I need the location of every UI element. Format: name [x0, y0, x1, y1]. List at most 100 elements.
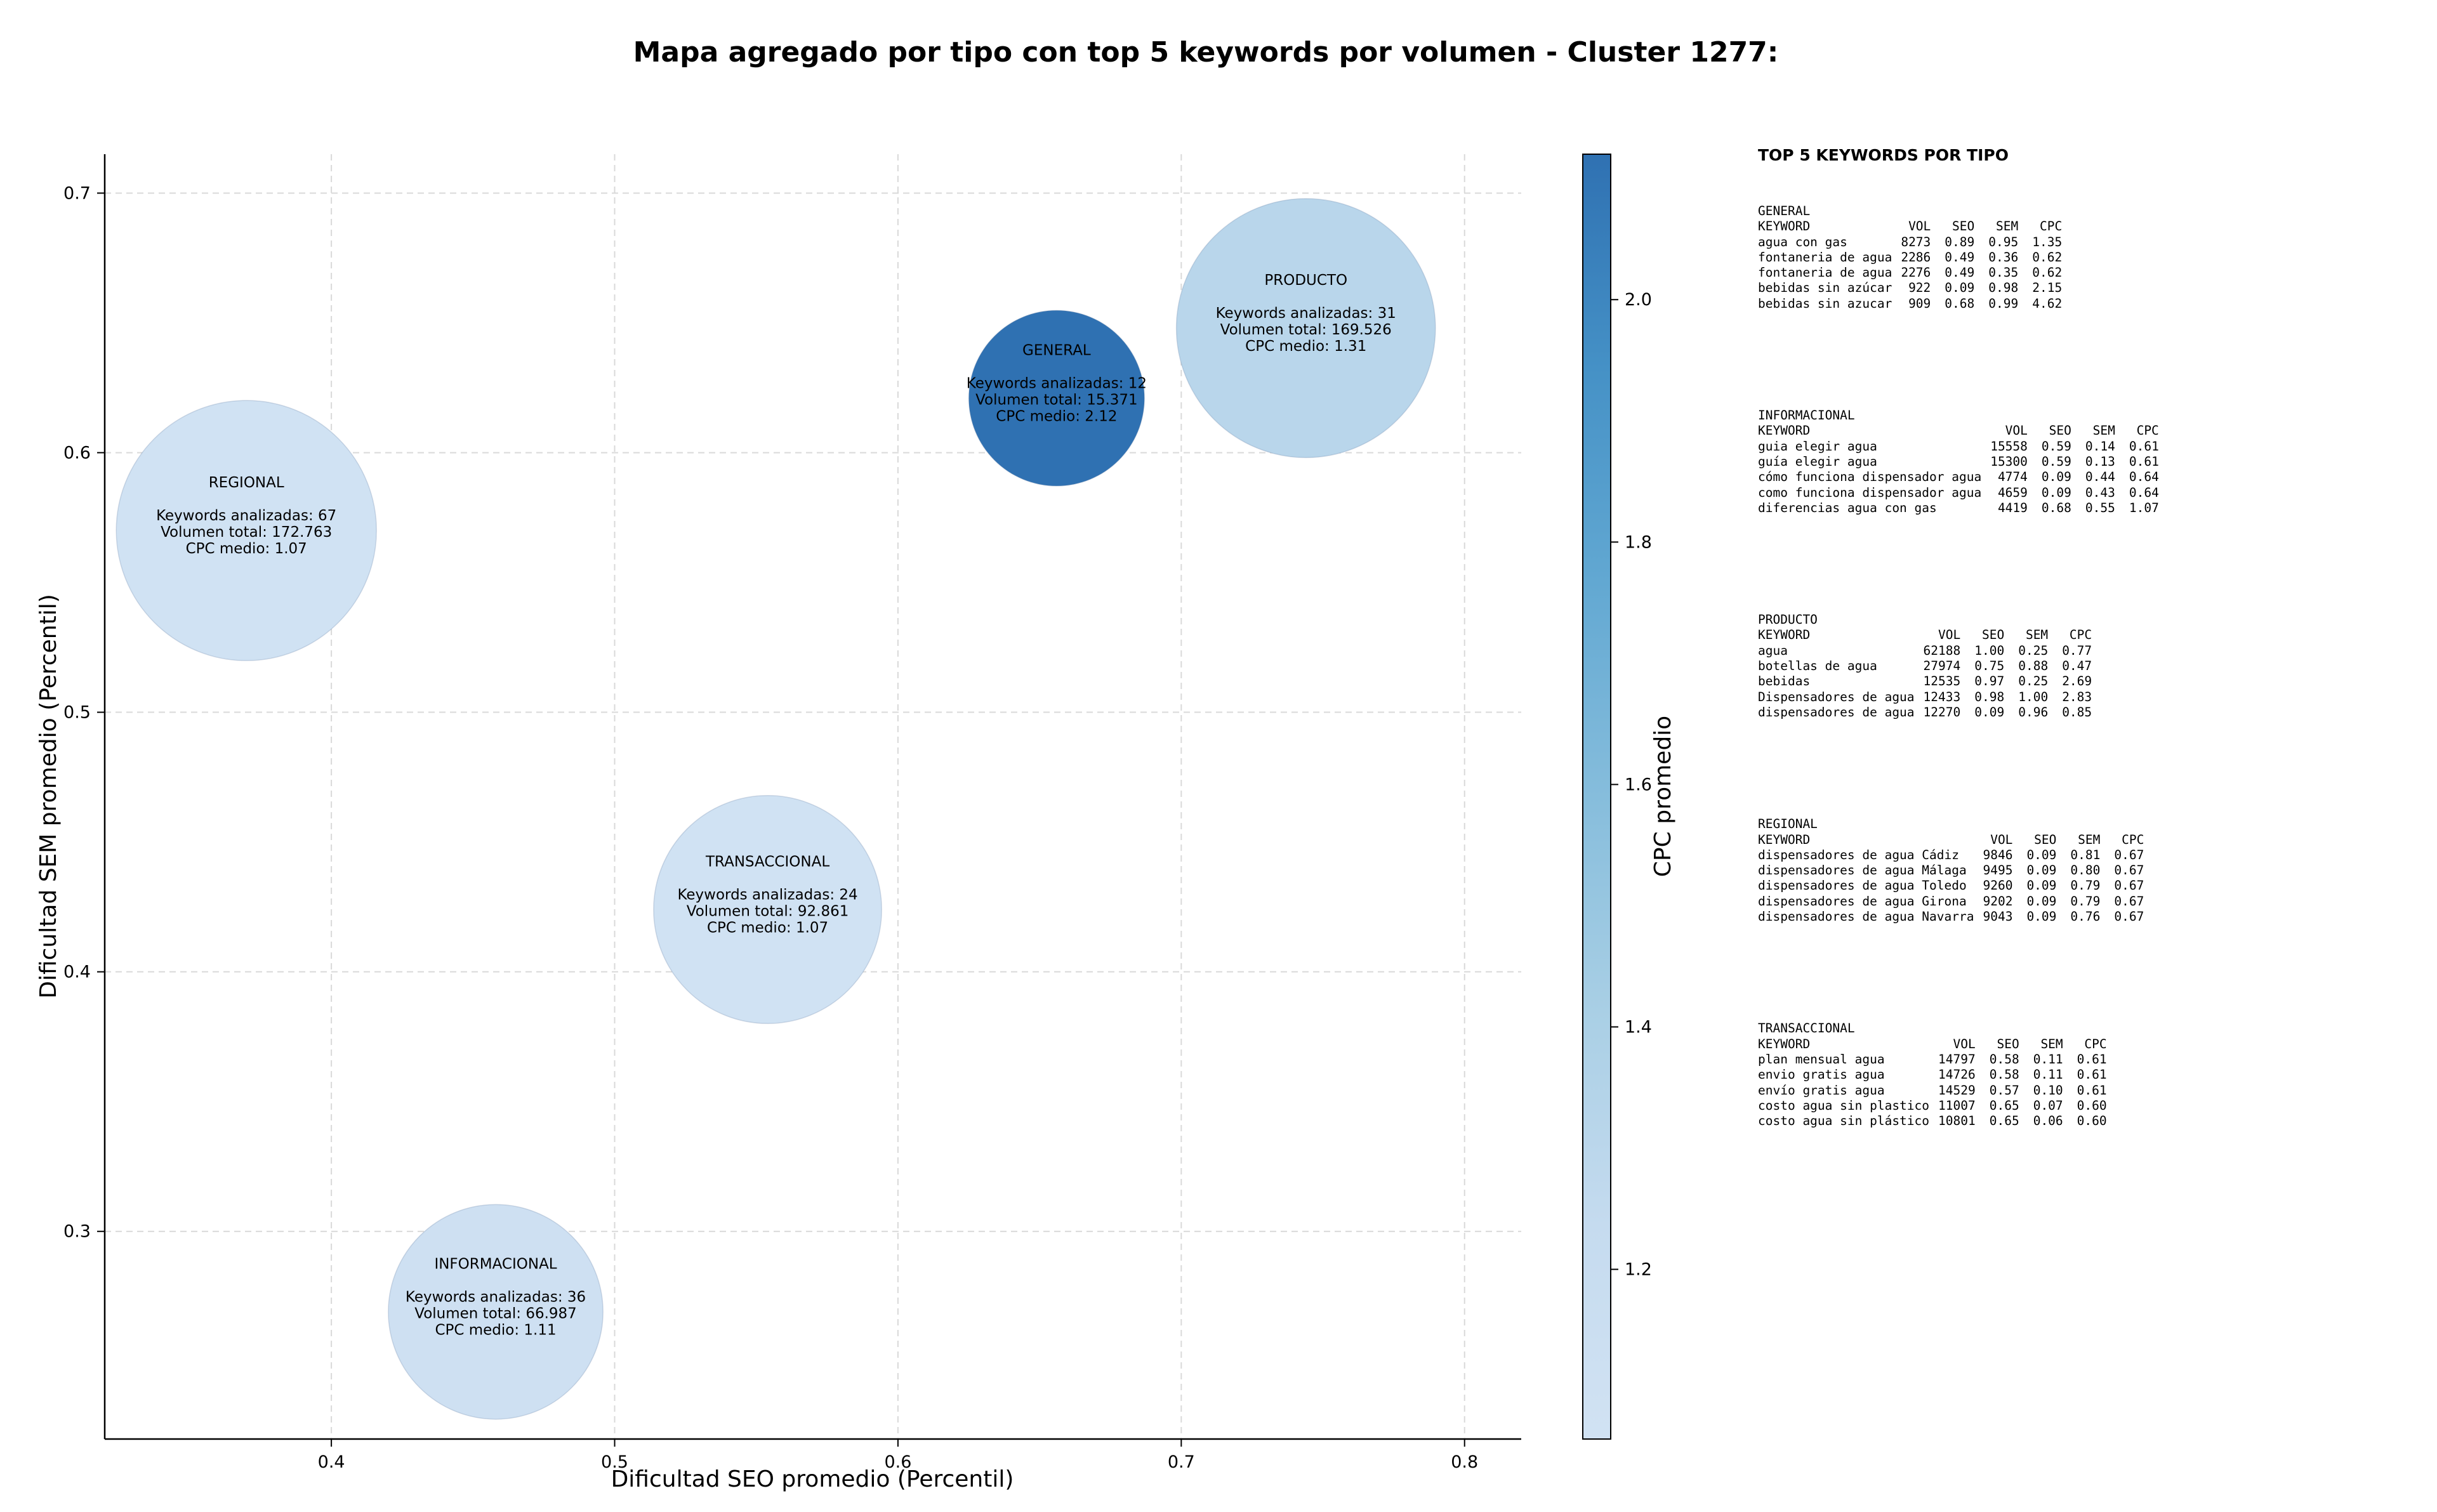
x-axis-label: Dificultad SEO promedio (Percentil) — [611, 1466, 1014, 1492]
cell-keyword: costo agua sin plastico — [1758, 1098, 1930, 1113]
table-row: como funciona dispensador agua 4659 0.09 0.… — [1758, 485, 2159, 501]
bubble-info-label: Keywords analizadas: 31 — [1216, 305, 1396, 322]
cell-vol: 9202 — [1983, 893, 2013, 909]
y-axis-label: Dificultad SEM promedio (Percentil) — [36, 594, 62, 999]
table-row: dispensadores de agua 12270 0.09 0.96 0.85 — [1758, 705, 2092, 720]
header-cpc: CPC — [2084, 1036, 2107, 1051]
cell-keyword: cómo funciona dispensador agua — [1758, 470, 1982, 485]
table-row: agua con gas 8273 0.89 0.95 1.35 — [1758, 235, 2062, 250]
header-seo: SEO — [1952, 219, 1975, 234]
bubble-info-label: Keywords analizadas: 24 — [677, 886, 857, 903]
cell-sem: 0.88 — [2018, 659, 2049, 674]
table-row: envío gratis agua 14529 0.57 0.10 0.61 — [1758, 1083, 2107, 1098]
y-tick-label: 0.5 — [63, 703, 91, 723]
table-row: diferencias agua con gas 4419 0.68 0.55 1.07 — [1758, 501, 2159, 516]
cell-cpc: 0.64 — [2129, 485, 2159, 500]
table-row: plan mensual agua 14797 0.58 0.11 0.61 — [1758, 1052, 2107, 1067]
bubble-info-label: Keywords analizadas: 36 — [406, 1289, 586, 1306]
cell-vol: 15558 — [1990, 438, 2028, 454]
cell-keyword: guía elegir agua — [1758, 454, 1877, 469]
keyword-group-informacional: INFORMACIONAL KEYWORD VOL SEO SEM CPC guia ele… — [1758, 408, 2418, 516]
table-row: dispensadores de agua Málaga 9495 0.09 0.80… — [1758, 863, 2144, 878]
cell-seo: 0.49 — [1945, 265, 1975, 280]
cell-sem: 1.00 — [2018, 689, 2049, 704]
cell-seo: 0.98 — [1974, 689, 2005, 704]
table-row: bebidas sin azúcar 922 0.09 0.98 2.15 — [1758, 280, 2062, 296]
cell-seo: 0.59 — [2041, 438, 2071, 454]
cell-sem: 0.96 — [2018, 704, 2049, 720]
keyword-group-regional: REGIONAL KEYWORD VOL SEO SEM CPC dispensadores… — [1758, 817, 2418, 924]
cell-sem: 0.99 — [1988, 296, 2019, 311]
cell-seo: 0.59 — [2041, 454, 2071, 469]
table-row: costo agua sin plástico 10801 0.65 0.06 0.60 — [1758, 1114, 2107, 1129]
cell-vol: 4659 — [1997, 485, 2028, 500]
colorbar-tick-label: 1.6 — [1625, 775, 1652, 794]
cell-seo: 1.00 — [1974, 643, 2005, 658]
bubble-circle — [388, 1204, 604, 1420]
keyword-group-producto: PRODUCTO KEYWORD VOL SEO SEM CPC agua 62188 1.00… — [1758, 612, 2418, 720]
grid — [105, 154, 1521, 1439]
cell-cpc: 2.15 — [2032, 280, 2063, 296]
cell-keyword: bebidas sin azucar — [1758, 296, 1892, 311]
cell-vol: 14797 — [1938, 1051, 1976, 1067]
cell-seo: 0.09 — [2026, 878, 2057, 893]
colorbar-tick-label: 1.2 — [1625, 1260, 1652, 1280]
bubble-circle — [653, 795, 882, 1024]
keyword-group-general: GENERAL KEYWORD VOL SEO SEM CPC agua con gas 82… — [1758, 204, 2418, 312]
cell-cpc: 1.35 — [2032, 234, 2063, 249]
x-tick-label: 0.4 — [318, 1452, 345, 1472]
cell-cpc: 0.61 — [2077, 1051, 2107, 1067]
header-sem: SEM — [2092, 423, 2115, 438]
cell-keyword: guia elegir agua — [1758, 438, 1877, 454]
bubble-transaccional: TRANSACCIONAL Keywords analizadas: 24Volu… — [653, 795, 882, 1024]
cell-cpc: 2.69 — [2062, 674, 2092, 689]
cell-sem: 0.11 — [2033, 1067, 2063, 1082]
cell-vol: 9495 — [1983, 863, 2013, 878]
table-row: guía elegir agua 15300 0.59 0.13 0.61 — [1758, 454, 2159, 470]
cell-cpc: 0.61 — [2077, 1082, 2107, 1098]
cell-sem: 0.14 — [2085, 438, 2115, 454]
cell-sem: 0.55 — [2085, 500, 2115, 515]
header-sem: SEM — [2025, 628, 2049, 643]
cell-cpc: 0.60 — [2077, 1114, 2107, 1129]
keywords-panel: TOP 5 KEYWORDS POR TIPO GENERAL KEYWORD VO… — [1758, 146, 2418, 1225]
cell-seo: 0.09 — [2026, 847, 2057, 862]
cell-sem: 0.44 — [2085, 470, 2115, 485]
cell-cpc: 0.67 — [2114, 893, 2144, 909]
header-sem: SEM — [2078, 832, 2101, 847]
keyword-group-title: REGIONAL — [1758, 817, 1818, 832]
cell-keyword: fontaneria de agua — [1758, 249, 1892, 265]
keyword-group-transaccional: TRANSACCIONAL KEYWORD VOL SEO SEM CPC plan men… — [1758, 1021, 2418, 1129]
cell-sem: 0.06 — [2033, 1114, 2063, 1129]
table-row: Dispensadores de agua 12433 0.98 1.00 2.83 — [1758, 690, 2092, 705]
cell-cpc: 0.64 — [2129, 470, 2159, 485]
cell-seo: 0.68 — [2041, 500, 2071, 515]
cell-sem: 0.11 — [2033, 1051, 2063, 1067]
keyword-table-header: KEYWORD VOL SEO SEM CPC — [1758, 628, 2092, 643]
cell-keyword: dispensadores de agua Cádiz — [1758, 847, 1959, 862]
cell-vol: 9260 — [1983, 878, 2013, 893]
header-vol: VOL — [1953, 1036, 1976, 1051]
cell-sem: 0.98 — [1988, 280, 2019, 296]
cell-vol: 15300 — [1990, 454, 2028, 469]
keyword-group-title: GENERAL — [1758, 204, 1811, 218]
table-row: dispensadores de agua Toledo 9260 0.09 0.79… — [1758, 878, 2144, 893]
table-row: envio gratis agua 14726 0.58 0.11 0.61 — [1758, 1067, 2107, 1082]
bubble-name-label: TRANSACCIONAL — [705, 853, 829, 870]
cell-sem: 0.80 — [2070, 863, 2101, 878]
keyword-table-header: KEYWORD VOL SEO SEM CPC — [1758, 423, 2159, 438]
cell-vol: 12270 — [1923, 704, 1961, 720]
colorbar-tick-label: 1.4 — [1625, 1017, 1652, 1037]
header-seo: SEO — [1981, 628, 2005, 643]
cell-keyword: Dispensadores de agua — [1758, 689, 1915, 704]
bubble-name-label: INFORMACIONAL — [434, 1256, 557, 1273]
cell-vol: 11007 — [1938, 1098, 1976, 1113]
cell-sem: 0.79 — [2070, 878, 2101, 893]
cell-keyword: dispensadores de agua Toledo — [1758, 878, 1967, 893]
cell-sem: 0.79 — [2070, 893, 2101, 909]
keyword-table-header: KEYWORD VOL SEO SEM CPC — [1758, 1037, 2107, 1052]
cell-keyword: bebidas sin azúcar — [1758, 280, 1892, 296]
y-tick-label: 0.7 — [63, 183, 91, 203]
